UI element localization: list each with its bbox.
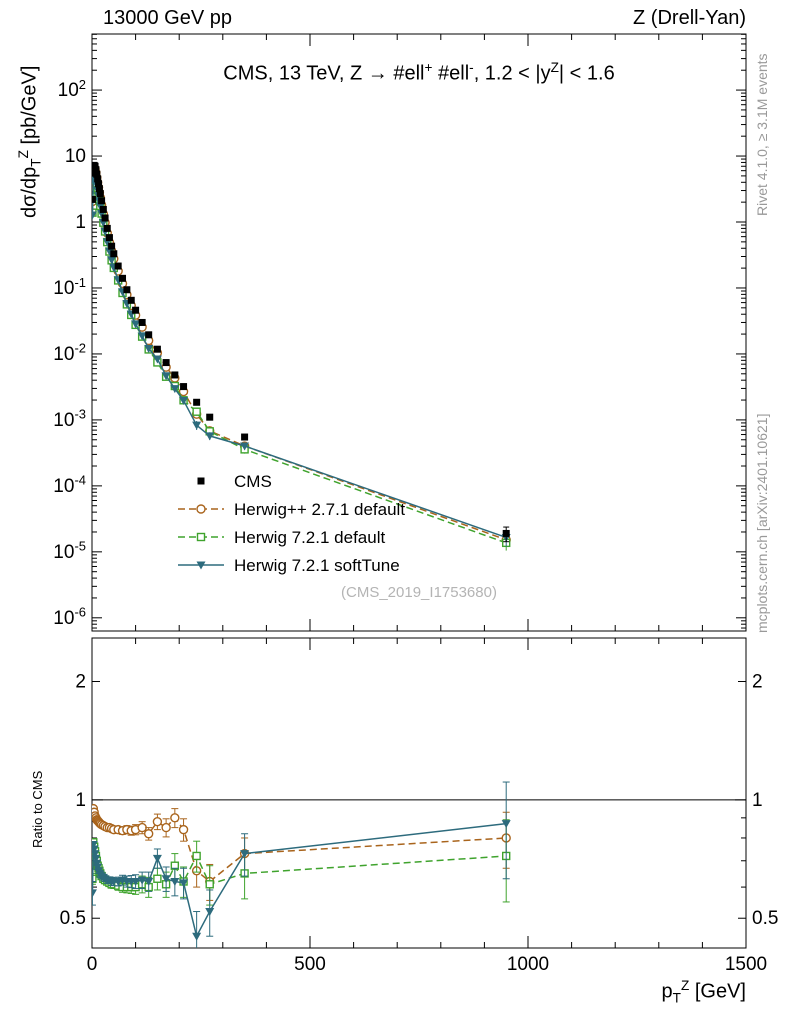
y-axis-tick-labels-ratio: 2 2 1 1 0.5 0.5	[60, 671, 779, 929]
legend-label: Herwig 7.2.1 default	[234, 528, 385, 547]
y-axis-tick-labels-main: 102 10 1 10-1 10-2 10-3 10-4 10-5 10-6	[53, 77, 86, 629]
svg-text:10-1: 10-1	[53, 275, 86, 299]
legend-label: CMS	[234, 472, 272, 491]
series-cms-main	[92, 161, 510, 543]
legend-item-herwig-2-7-1-default: Herwig++ 2.7.1 default	[178, 500, 405, 519]
x-axis-tick-labels: 0 500 1000 1500	[87, 954, 767, 975]
analysis-id-watermark: (CMS_2019_I1753680)	[341, 584, 497, 601]
svg-text:2: 2	[75, 671, 86, 692]
svg-text:0: 0	[87, 954, 98, 975]
rivet-version-note: Rivet 4.1.0, ≥ 3.1M events	[754, 53, 770, 216]
series-herwig-7-2-1-default-main	[92, 169, 511, 551]
svg-text:102: 102	[58, 77, 86, 101]
svg-text:1: 1	[75, 790, 86, 811]
x-axis-ticks	[91, 34, 747, 948]
ratio-panel-frame	[91, 637, 747, 949]
svg-text:10: 10	[65, 146, 86, 167]
beam-energy-label: 13000 GeV pp	[103, 7, 232, 29]
legend-item-cms: CMS	[197, 472, 272, 491]
svg-text:0.5: 0.5	[60, 908, 86, 929]
y-axis-label-ratio: Ratio to CMS	[30, 770, 45, 848]
mcplots-arxiv-note: mcplots.cern.ch [arXiv:2401.10621]	[754, 413, 770, 633]
legend-item-herwig-7-2-1-softtune: Herwig 7.2.1 softTune	[178, 556, 400, 575]
svg-text:10-5: 10-5	[53, 539, 86, 563]
ratio-panel-series	[92, 781, 511, 948]
legend-label: Herwig 7.2.1 softTune	[234, 556, 400, 575]
svg-text:10-2: 10-2	[53, 341, 86, 365]
series-herwig-2-7-1-default-main	[92, 162, 511, 545]
svg-text:10-6: 10-6	[53, 605, 86, 629]
series-herwig-2-7-1-default-ratio	[92, 803, 511, 901]
series-herwig-7-2-1-softtune-ratio	[92, 781, 511, 948]
process-label: Z (Drell-Yan)	[633, 7, 746, 29]
main-panel-frame	[91, 33, 747, 632]
y-axis-ticks-main	[92, 33, 746, 629]
legend-item-herwig-7-2-1-default: Herwig 7.2.1 default	[178, 528, 385, 547]
svg-text:0.5: 0.5	[752, 908, 778, 929]
legend: CMS Herwig++ 2.7.1 default Herwig 7.2.1 de…	[178, 472, 405, 575]
main-panel-series	[92, 161, 511, 551]
svg-text:1500: 1500	[725, 954, 767, 975]
x-axis-label: pTZ [GeV]	[661, 978, 746, 1006]
series-herwig-7-2-1-softtune-main	[92, 170, 511, 547]
legend-label: Herwig++ 2.7.1 default	[234, 500, 405, 519]
svg-text:1: 1	[75, 212, 86, 233]
svg-text:500: 500	[294, 954, 326, 975]
svg-text:1: 1	[752, 790, 763, 811]
y-axis-label-main: dσ/dpTZ [pb/GeV]	[16, 65, 44, 218]
svg-text:1000: 1000	[507, 954, 549, 975]
svg-text:2: 2	[752, 671, 763, 692]
plot-title: CMS, 13 TeV, Z → #ell+ #ell-, 1.2 < |yZ|…	[223, 60, 615, 85]
svg-text:10-3: 10-3	[53, 407, 86, 431]
svg-text:10-4: 10-4	[53, 473, 86, 497]
